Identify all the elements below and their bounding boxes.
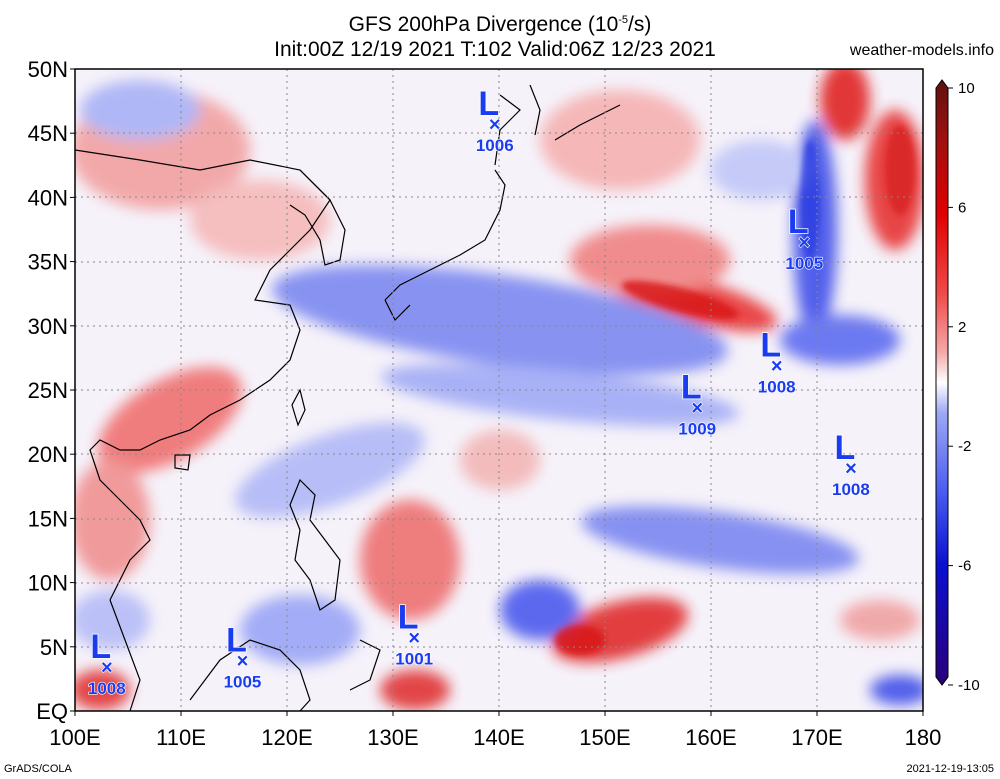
latitude-labels: EQ 5N 10N 15N 20N 25N 30N 35N 40N 45N 50N xyxy=(28,57,75,724)
low-letter: L xyxy=(478,85,499,123)
lat-label: 30N xyxy=(28,314,68,339)
low-marker: L×1008 xyxy=(831,428,870,499)
lat-label: 5N xyxy=(40,635,68,660)
lon-label: 140E xyxy=(473,725,524,750)
graticule xyxy=(75,69,923,711)
lon-label: 180 xyxy=(905,725,942,750)
colorbar-label: -6 xyxy=(958,558,971,575)
lon-label: 160E xyxy=(685,725,736,750)
low-letter: L xyxy=(90,628,111,666)
low-center-x: × xyxy=(845,458,857,480)
low-letter: L xyxy=(760,326,781,364)
low-marker: L×1006 xyxy=(475,84,514,155)
longitude-labels: 100E 110E 120E 130E 140E 150E 160E 170E 180 xyxy=(49,711,941,750)
low-pressure-value: 1005 xyxy=(224,673,262,692)
low-center-x: × xyxy=(798,232,810,254)
colorbar-label: 6 xyxy=(958,199,966,216)
lat-label: 10N xyxy=(28,571,68,596)
low-marker: L×1001 xyxy=(395,598,434,669)
lon-label: 110E xyxy=(156,725,206,750)
lon-label: 120E xyxy=(261,725,312,750)
low-center-x: × xyxy=(691,398,703,420)
low-pressure-value: 1008 xyxy=(758,377,796,396)
lat-label: 35N xyxy=(28,250,68,275)
lon-label: 100E xyxy=(49,725,100,750)
low-letter: L xyxy=(681,369,702,407)
map-subtitle: Init:00Z 12/19 2021 T:102 Valid:06Z 12/2… xyxy=(274,38,716,61)
low-center-x: × xyxy=(101,657,113,679)
site-credit: weather-models.info xyxy=(849,42,994,59)
low-center-x: × xyxy=(237,651,249,673)
low-center-x: × xyxy=(771,355,783,377)
colorbar-label: -10 xyxy=(958,677,980,694)
lon-label: 170E xyxy=(791,725,842,750)
low-pressure-value: 1009 xyxy=(678,420,716,439)
low-letter: L xyxy=(226,622,247,660)
low-marker: L×1009 xyxy=(678,368,717,439)
lat-label: 15N xyxy=(28,506,68,531)
low-pressure-value: 1006 xyxy=(476,136,514,155)
timestamp: 2021-12-19-13:05 xyxy=(906,763,994,775)
low-pressure-value: 1005 xyxy=(785,254,823,273)
low-pressure-value: 1008 xyxy=(832,480,870,499)
colorbar-labels: 10 6 2 -2 -6 -10 xyxy=(948,80,980,694)
low-letter: L xyxy=(398,599,419,637)
lon-label: 150E xyxy=(579,725,630,750)
low-center-x: × xyxy=(489,114,501,136)
lat-label: 20N xyxy=(28,442,68,467)
map-title: GFS 200hPa Divergence (10-5/s) xyxy=(348,13,652,36)
low-pressure-value: 1001 xyxy=(395,650,433,669)
low-marker: L×1008 xyxy=(87,627,126,698)
lat-label: 25N xyxy=(28,378,68,403)
low-marker: L×1005 xyxy=(223,621,262,692)
grads-credit: GrADS/COLA xyxy=(4,763,72,775)
low-pressure-value: 1008 xyxy=(88,679,126,698)
lat-label: 50N xyxy=(28,57,68,82)
low-letter: L xyxy=(835,429,856,467)
colorbar-label: -2 xyxy=(958,438,971,455)
lat-label: 45N xyxy=(28,121,68,146)
low-letter: L xyxy=(788,203,809,241)
lon-label: 130E xyxy=(367,725,418,750)
colorbar: 10 6 2 -2 -6 -10 xyxy=(935,79,980,694)
colorbar-label: 2 xyxy=(958,319,966,336)
low-marker: L×1008 xyxy=(757,326,796,397)
lat-label: 40N xyxy=(28,185,68,210)
lat-label: EQ xyxy=(36,699,68,724)
low-center-x: × xyxy=(408,628,420,650)
colorbar-label: 10 xyxy=(958,80,975,97)
low-marker: L×1005 xyxy=(785,202,824,273)
